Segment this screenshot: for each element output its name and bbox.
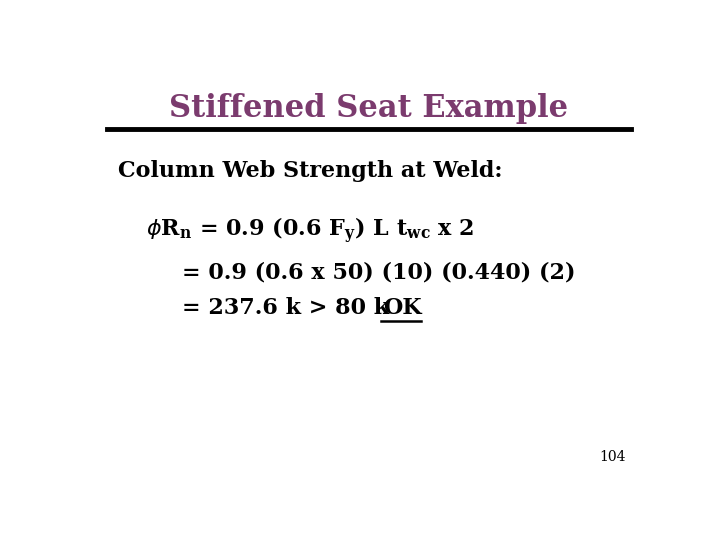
Text: $\phi$R$_\mathregular{n}$ = 0.9 (0.6 F$_\mathregular{y}$) L t$_\mathregular{wc}$: $\phi$R$_\mathregular{n}$ = 0.9 (0.6 F$_…: [145, 216, 474, 246]
Text: 104: 104: [599, 450, 626, 464]
Text: Column Web Strength at Weld:: Column Web Strength at Weld:: [118, 160, 503, 182]
Text: OK: OK: [383, 297, 422, 319]
Text: = 237.6 k > 80 k: = 237.6 k > 80 k: [182, 297, 405, 319]
Text: = 0.9 (0.6 x 50) (10) (0.440) (2): = 0.9 (0.6 x 50) (10) (0.440) (2): [182, 262, 575, 284]
Text: Stiffened Seat Example: Stiffened Seat Example: [169, 93, 569, 124]
